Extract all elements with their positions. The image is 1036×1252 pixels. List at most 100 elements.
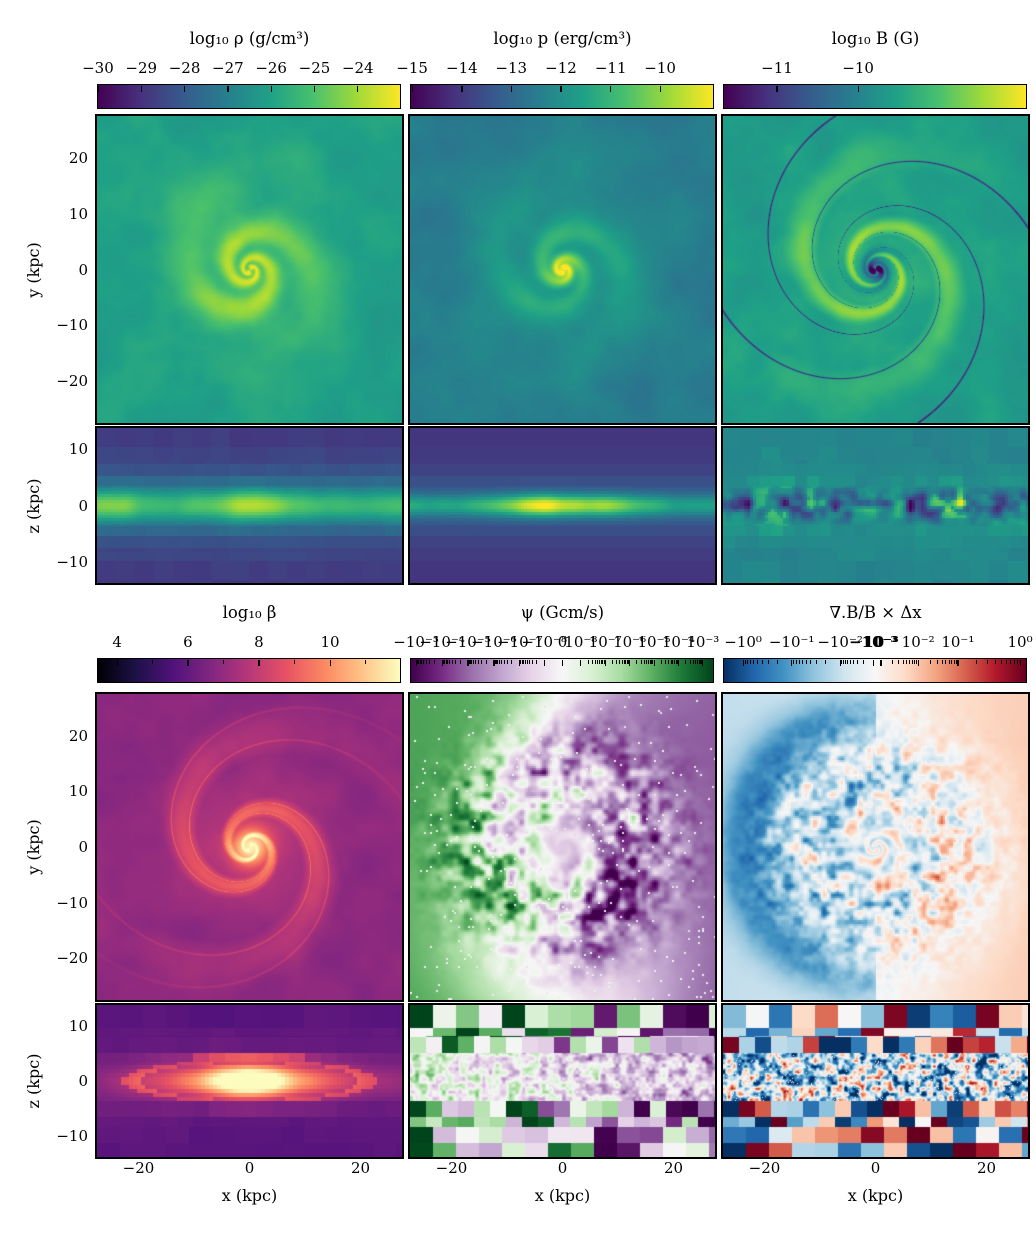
- colorbar-minor-tick-mark: [862, 660, 864, 664]
- colorbar-tick-mark: [610, 86, 612, 92]
- colorbar-tick-mark: [560, 86, 562, 92]
- colorbar-tick-mark: [329, 660, 331, 666]
- colorbar-minor-tick-mark: [750, 660, 752, 664]
- colorbar-minor-tick-mark: [941, 660, 943, 664]
- z-tick-label: −10: [56, 1127, 88, 1146]
- colorbar-beta: [97, 658, 401, 683]
- y-tick-label: 0: [78, 838, 88, 856]
- colorbar-minor-tick-mark: [506, 660, 508, 664]
- colorbar-tick-label: −24: [341, 59, 374, 77]
- colorbar-minor-tick-mark: [640, 660, 642, 664]
- colorbar-minor-tick-mark: [915, 660, 917, 664]
- colorbar-tick-mark: [97, 86, 99, 92]
- colorbar-minor-tick-mark: [421, 660, 423, 664]
- colorbar-tick-mark: [441, 660, 443, 666]
- colorbar-minor-tick-mark: [793, 660, 795, 664]
- colorbar-tick-mark: [187, 660, 189, 666]
- colorbar-tick-label: 10⁻³: [686, 633, 720, 651]
- heatmap-edgeon-pressure-canvas: [410, 428, 715, 583]
- colorbar-title-pressure: log₁₀ p (erg/cm³): [493, 29, 632, 48]
- colorbar-minor-tick-mark: [419, 660, 421, 664]
- colorbar-tick-mark: [742, 660, 744, 666]
- colorbar-title-psi: ψ (Gcm/s): [520, 603, 605, 622]
- colorbar-minor-tick-mark: [1016, 660, 1018, 664]
- colorbar-minor-tick-mark: [846, 660, 848, 664]
- heatmap-edgeon-psi: [408, 1003, 717, 1159]
- colorbar-minor-tick-mark: [692, 660, 694, 664]
- colorbar-tick-label: −10⁰: [724, 633, 762, 651]
- colorbar-tick-label: −27: [212, 59, 244, 77]
- colorbar-minor-tick-mark: [603, 660, 605, 664]
- colorbar-minor-tick-mark: [520, 660, 522, 664]
- heatmap-faceon-density: [95, 114, 404, 425]
- colorbar-minor-tick-mark: [471, 660, 473, 664]
- colorbar-minor-tick-mark: [616, 660, 618, 664]
- colorbar-tick-mark: [184, 86, 186, 92]
- colorbar-tick-label: 10⁻⁶: [613, 633, 647, 651]
- colorbar-minor-tick-mark: [1009, 660, 1011, 664]
- heatmap-edgeon-density: [95, 426, 404, 585]
- x-tick-label: −20: [122, 1159, 155, 1177]
- colorbar-tick-label: −29: [125, 59, 158, 77]
- colorbar-minor-tick-mark: [1000, 660, 1002, 664]
- colorbar-tick-label: 10⁻²: [901, 633, 935, 651]
- colorbar-tick-mark: [1019, 660, 1021, 666]
- heatmap-faceon-beta: [95, 692, 404, 1002]
- colorbar-minor-tick-mark: [955, 660, 957, 664]
- heatmap-faceon-pressure: [408, 114, 717, 425]
- colorbar-minor-tick-mark: [524, 660, 526, 664]
- x-tick-label: 20: [350, 1159, 371, 1177]
- colorbar-tick-mark: [880, 660, 882, 666]
- x-tick-label: −20: [435, 1159, 468, 1177]
- colorbar-minor-tick-mark: [757, 660, 759, 664]
- colorbar-title-beta: log₁₀ β: [222, 603, 277, 622]
- heatmap-faceon-bfield-canvas: [723, 116, 1028, 423]
- colorbar-density: [97, 84, 401, 109]
- colorbar-minor-tick-mark: [902, 660, 904, 664]
- y-tick-label: −20: [56, 949, 88, 968]
- z-tick-label: 0: [78, 496, 88, 515]
- colorbar-tick-label: −10: [842, 59, 874, 77]
- colorbar-minor-tick-mark: [698, 660, 700, 664]
- colorbar-minor-tick-mark: [501, 660, 503, 664]
- colorbar-minor-tick-mark: [475, 660, 477, 664]
- colorbar-minor-tick-mark: [761, 660, 763, 664]
- colorbar-tick-label: −10⁻⁵: [445, 633, 491, 651]
- x-tick-label: 0: [557, 1159, 568, 1177]
- colorbar-minor-tick-mark: [1005, 660, 1007, 664]
- colorbar-tick-label: 10⁻⁷: [588, 633, 622, 651]
- colorbar-minor-tick-mark: [599, 660, 601, 664]
- colorbar-tick-label: 10⁰: [1007, 633, 1033, 651]
- colorbar-minor-tick-mark: [694, 660, 696, 664]
- x-tick-label: 0: [244, 1159, 255, 1177]
- colorbar-minor-tick-mark: [798, 660, 800, 664]
- heatmap-edgeon-beta-canvas: [97, 1005, 402, 1157]
- colorbar-tick-mark: [415, 660, 417, 666]
- colorbar-minor-tick-mark: [898, 660, 900, 664]
- colorbar-minor-tick-mark: [951, 660, 953, 664]
- colorbar-minor-tick-mark: [619, 660, 621, 664]
- colorbar-minor-tick-mark: [805, 660, 807, 664]
- colorbar-minor-tick-mark: [685, 660, 687, 664]
- colorbar-minor-tick-mark: [455, 660, 457, 664]
- colorbar-minor-tick-mark: [856, 660, 858, 664]
- colorbar-tick-label: 10⁻⁵: [637, 633, 671, 651]
- colorbar-minor-tick-mark: [477, 660, 479, 664]
- colorbar-minor-tick-mark: [976, 660, 978, 664]
- colorbar-minor-tick-mark: [597, 660, 599, 664]
- colorbar-tick-label: 10⁻¹: [941, 633, 975, 651]
- colorbar-minor-tick-mark: [652, 660, 654, 664]
- colorbar-tick-label: −11: [594, 59, 627, 77]
- colorbar-tick-label: −10⁻⁸: [521, 633, 567, 651]
- colorbar-minor-tick-mark: [670, 660, 672, 664]
- colorbar-tick-mark: [493, 660, 495, 666]
- colorbar-tick-mark: [791, 660, 793, 666]
- colorbar-tick-mark: [580, 660, 582, 666]
- colorbar-minor-tick-mark: [521, 660, 523, 664]
- colorbar-minor-tick-mark: [648, 660, 650, 664]
- x-axis-label: x (kpc): [221, 1186, 278, 1205]
- y-tick-label: −10: [56, 316, 88, 335]
- colorbar-minor-tick-mark: [689, 660, 691, 664]
- colorbar-minor-tick-mark: [911, 660, 913, 664]
- colorbar-tick-mark: [917, 660, 919, 666]
